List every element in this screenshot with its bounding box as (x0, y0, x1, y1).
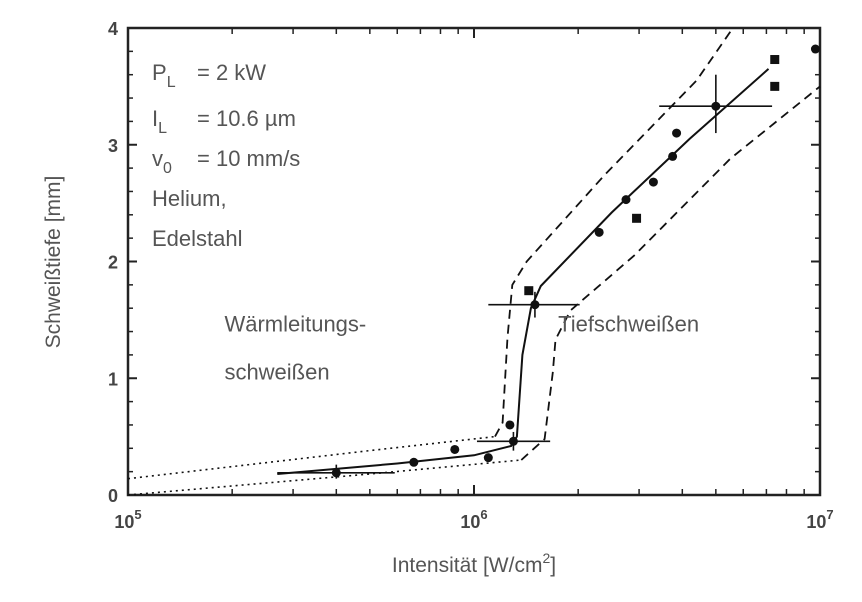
x-axis-title-main: Intensität [W/cm (392, 554, 543, 577)
parameter-line: v0 = 10 mm/s (152, 146, 300, 177)
data-point-square (524, 286, 534, 296)
region-label: Wärmleitungs- (224, 312, 366, 337)
data-point-circle (711, 101, 721, 111)
x-axis-title: Intensität [W/cm2] (392, 550, 556, 577)
parameter-line: Helium, (152, 186, 227, 211)
y-tick-label: 2 (108, 253, 118, 273)
y-tick-label: 1 (108, 369, 118, 389)
data-point-circle (450, 444, 460, 454)
parameter-line: PL = 2 kW (152, 60, 266, 91)
data-point-circle (594, 227, 604, 237)
y-tick-label: 0 (108, 486, 118, 506)
data-point-circle (331, 468, 341, 478)
data-point-circle (409, 457, 419, 467)
y-tick-labels: 0 1 2 3 4 (108, 19, 118, 506)
x-axis-title-sup: 2 (542, 550, 550, 566)
region-labels: Wärmleitungs-schweißen Tiefschweißen (224, 312, 699, 385)
y-tick-label: 3 (108, 136, 118, 156)
data-point-circle (505, 420, 515, 430)
x-axis-title-end: ] (550, 554, 556, 577)
lower-dotted-line (127, 459, 522, 496)
axis-ticks (127, 27, 821, 496)
data-point-circle (483, 453, 493, 463)
region-label: schweißen (224, 360, 329, 385)
data-point-circle (621, 195, 631, 205)
y-axis-title: Schweißtiefe [mm] (42, 176, 65, 349)
data-point-circle (810, 44, 820, 54)
data-point-circle (508, 436, 518, 446)
x-tick-label: 106 (460, 507, 487, 532)
data-point-circle (530, 300, 540, 310)
x-tick-labels: 105 106 107 (114, 507, 833, 532)
fit-line (277, 68, 770, 475)
parameter-line: IL = 10.6 µm (152, 106, 296, 137)
region-label: Tiefschweißen (558, 312, 699, 337)
upper-bound-line (494, 27, 734, 438)
x-tick-label: 107 (806, 507, 833, 532)
data-point-square (632, 213, 642, 223)
data-point-square (770, 55, 780, 65)
parameter-line: Edelstahl (152, 226, 243, 251)
curves (127, 27, 821, 496)
data-point-circle (668, 151, 678, 161)
data-point-square (770, 81, 780, 91)
parameter-annotations: PL = 2 kW IL = 10.6 µm v0 = 10 mm/s Helium, Ede… (152, 60, 300, 251)
data-points (331, 44, 820, 478)
x-tick-label: 105 (114, 507, 141, 532)
data-point-circle (648, 177, 658, 187)
error-bars (277, 74, 773, 479)
lower-bound-line (520, 85, 821, 461)
data-point-circle (672, 128, 682, 138)
y-tick-label: 4 (108, 19, 118, 39)
